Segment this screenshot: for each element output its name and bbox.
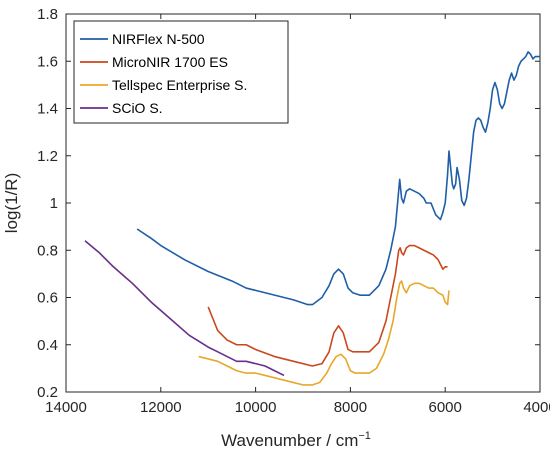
- y-axis-label: log(1/R): [2, 173, 21, 233]
- x-axis-label: Wavenumber / cm−1: [221, 430, 371, 450]
- legend-label-nirflex-n-500: NIRFlex N-500: [112, 31, 205, 47]
- x-axis-label-superscript: −1: [358, 430, 371, 442]
- x-axis-label-text: Wavenumber / cm: [221, 431, 358, 450]
- y-tick-label: 1.4: [37, 101, 58, 118]
- legend-box: [73, 20, 289, 124]
- legend-label-micronir-1700-es: MicroNIR 1700 ES: [112, 54, 228, 70]
- x-tick-label: 8000: [334, 399, 367, 416]
- series-layer: [84, 51, 540, 386]
- legend: NIRFlex N-500 MicroNIR 1700 ES Tellspec En…: [73, 20, 289, 124]
- y-tick-label: 1.6: [37, 53, 58, 70]
- legend-label-tellspec-enterprise-s: Tellspec Enterprise S.: [112, 77, 247, 93]
- x-tick-label: 12000: [140, 399, 182, 416]
- series-line-scio-s: [84, 240, 285, 377]
- y-tick-label: 0.6: [37, 290, 58, 307]
- y-tick-label: 0.8: [37, 242, 58, 259]
- series-line-micronir-1700-es: [207, 244, 448, 367]
- y-tick-label: 1: [50, 195, 58, 212]
- series-line-nirflex-n-500: [136, 51, 540, 306]
- y-tick-label: 0.2: [37, 384, 58, 401]
- x-tick-label: 6000: [429, 399, 462, 416]
- series-line-tellspec-enterprise-s: [198, 280, 450, 386]
- y-tick-label: 0.4: [37, 337, 58, 354]
- legend-label-scio-s: SCiO S.: [112, 100, 163, 116]
- y-tick-label: 1.8: [37, 6, 58, 23]
- x-tick-label: 14000: [45, 399, 87, 416]
- tick-layer: 14000 12000 10000 8000 6000 4000 0.2 0.4 0.6 0.8 1…: [37, 6, 550, 416]
- y-tick-label: 1.2: [37, 148, 58, 165]
- x-tick-label: 10000: [235, 399, 277, 416]
- x-tick-label: 4000: [523, 399, 550, 416]
